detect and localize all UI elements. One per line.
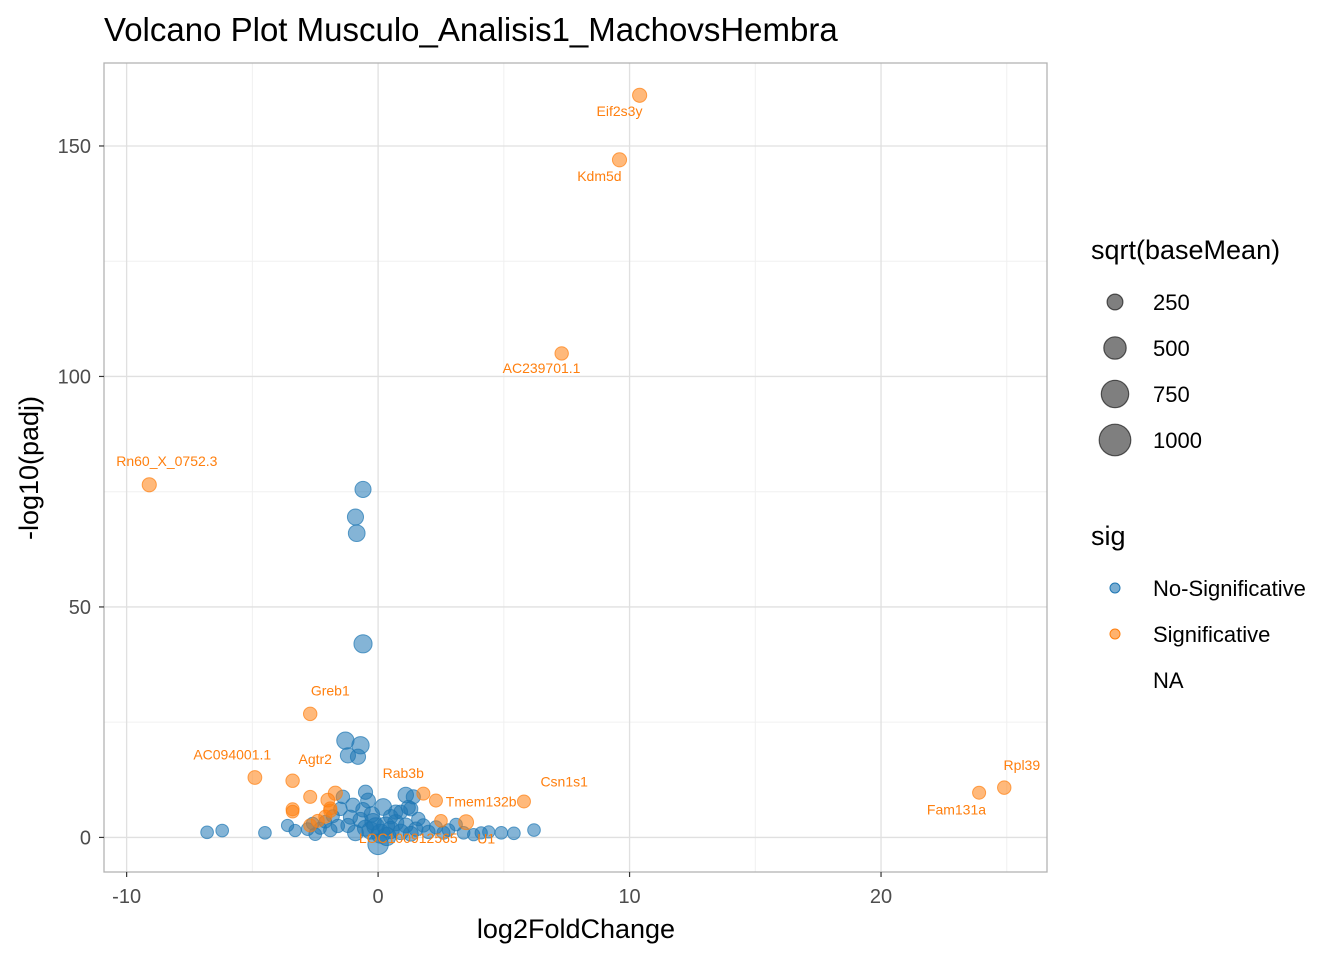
size-legend-entries: 250 500 750 1000 <box>1098 290 1202 457</box>
non-significative-point <box>342 809 359 825</box>
significative-point <box>434 814 448 828</box>
significative-point <box>428 793 443 808</box>
non-significative-point <box>357 784 374 800</box>
color-legend-label: No-Significative <box>1153 576 1306 601</box>
legend: sqrt(baseMean) 250 500 750 1000 sig No-Sign… <box>1091 235 1306 693</box>
color-legend-key <box>1109 628 1121 640</box>
significative-point <box>632 87 648 103</box>
point-labels: Eif2s3y Kdm5d AC239701.1 Rn60_X_0752.3 Greb1… <box>116 103 1040 846</box>
point-label: Agtr2 <box>298 751 332 767</box>
point-label: LOC100912565 <box>359 830 458 846</box>
point-label: Kdm5d <box>577 168 621 184</box>
size-legend-label: 750 <box>1153 382 1190 407</box>
non-significative-point <box>527 823 541 837</box>
non-significative-point <box>347 524 366 543</box>
non-significative-point <box>346 508 365 526</box>
y-tick-label: 100 <box>58 366 91 388</box>
minor-gridlines <box>104 63 1047 872</box>
size-legend-label: 1000 <box>1153 428 1202 453</box>
point-label: Greb1 <box>311 682 350 698</box>
size-legend-key <box>1098 423 1132 457</box>
point-label: AC239701.1 <box>503 360 581 376</box>
non-significative-point <box>288 823 302 838</box>
significative-point <box>458 814 475 831</box>
point-label: Tmem132b <box>446 794 517 810</box>
color-legend-label: Significative <box>1153 622 1270 647</box>
non-significative-point <box>200 825 214 840</box>
non-significative-point <box>349 748 367 765</box>
x-tick-label: 0 <box>373 886 384 908</box>
x-tick-label: 20 <box>870 886 892 908</box>
x-axis-title: log2FoldChange <box>477 914 675 944</box>
non-significative-point <box>393 804 409 820</box>
color-legend-key <box>1109 582 1121 594</box>
color-legend-label: NA <box>1153 668 1184 693</box>
plot-panel: Eif2s3y Kdm5d AC239701.1 Rn60_X_0752.3 Greb1… <box>103 62 1048 873</box>
size-legend-key <box>1106 293 1124 311</box>
non-significative-point <box>482 825 496 839</box>
point-label: Csn1s1 <box>540 774 588 790</box>
non-significative-point <box>258 825 272 840</box>
major-gridlines <box>104 63 1047 872</box>
y-axis-ticks: 0 50 100 150 <box>58 136 104 849</box>
significative-point <box>997 780 1012 795</box>
non-significative-point <box>215 823 230 838</box>
color-legend-title: sig <box>1091 521 1126 551</box>
size-legend-key <box>1103 336 1127 360</box>
point-label: Fam131a <box>927 801 986 817</box>
significative-point <box>554 346 569 361</box>
x-axis-ticks: -10 0 10 20 <box>112 872 892 908</box>
significative-point <box>972 785 987 800</box>
size-legend-label: 500 <box>1153 336 1190 361</box>
non-significative-point <box>494 825 509 840</box>
significative-point <box>302 706 318 722</box>
point-label: AC094001.1 <box>193 747 271 763</box>
y-tick-label: 150 <box>58 136 91 158</box>
significative-point <box>141 477 157 493</box>
significative-point <box>247 770 263 785</box>
point-label: Rpl39 <box>1004 757 1041 773</box>
non-significative-point <box>353 634 373 654</box>
point-label: Eif2s3y <box>597 103 643 119</box>
x-tick-label: -10 <box>112 886 141 908</box>
size-legend-label: 250 <box>1153 290 1190 315</box>
non-significative-point <box>354 480 372 498</box>
significative-point <box>611 152 628 168</box>
point-label: Rn60_X_0752.3 <box>116 453 217 469</box>
chart-title: Volcano Plot Musculo_Analisis1_MachovsHe… <box>104 11 838 48</box>
significative-point <box>285 773 300 788</box>
point-label: Rab3b <box>383 765 424 781</box>
significative-point <box>285 804 300 819</box>
size-legend-title: sqrt(baseMean) <box>1091 235 1280 265</box>
panel-border <box>103 62 1048 873</box>
color-legend-entries: No-Significative Significative NA <box>1109 576 1306 693</box>
data-points <box>141 87 1012 856</box>
significative-point <box>416 786 431 801</box>
significative-point <box>303 818 318 833</box>
non-significative-point <box>507 826 521 841</box>
y-axis-title: -log10(padj) <box>14 396 44 540</box>
point-label: U1 <box>477 830 495 846</box>
size-legend-key <box>1100 379 1130 409</box>
x-tick-label: 10 <box>618 886 640 908</box>
panel-background <box>104 63 1047 872</box>
y-tick-label: 50 <box>69 597 91 619</box>
significative-point <box>516 794 531 809</box>
significative-point <box>303 789 318 804</box>
y-tick-label: 0 <box>80 827 91 849</box>
